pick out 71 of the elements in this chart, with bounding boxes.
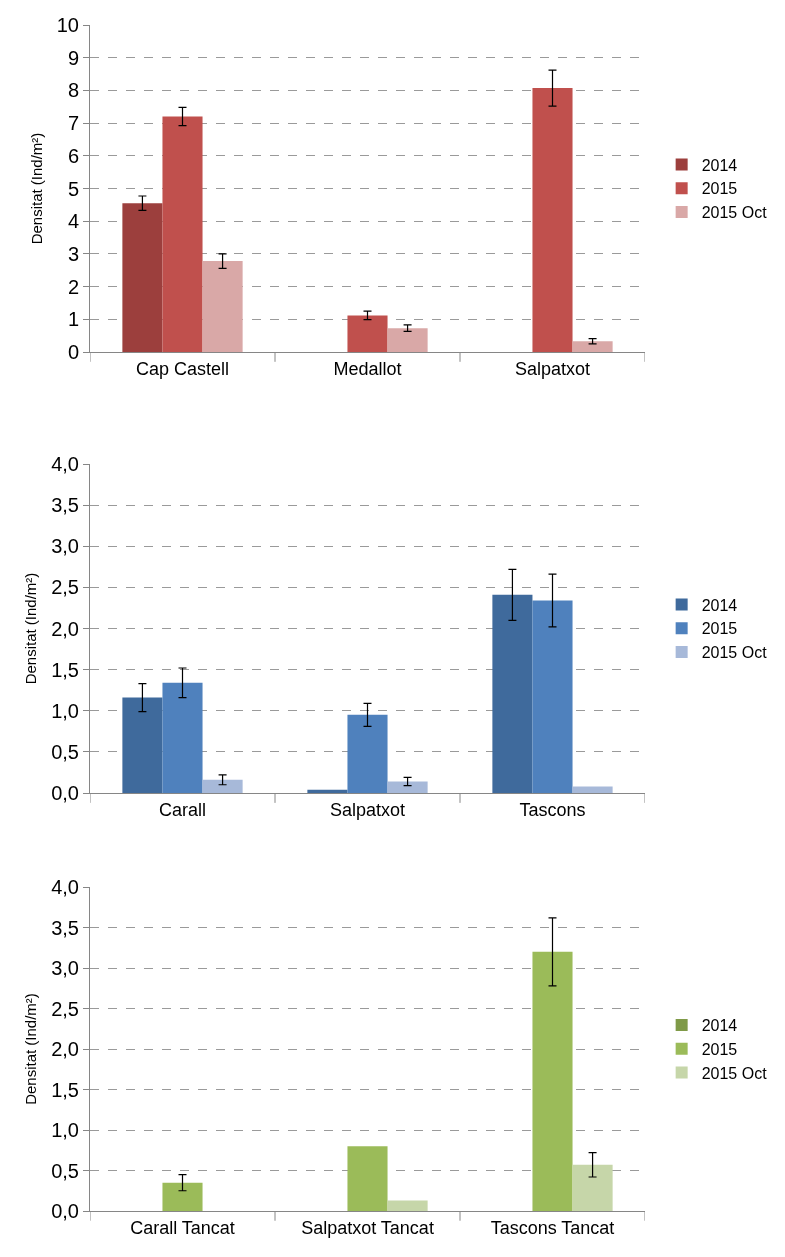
y-tick-label: 2,0 bbox=[51, 617, 79, 640]
legend-label: 2014 bbox=[701, 1017, 738, 1035]
y-tick-label: 3 bbox=[67, 242, 79, 265]
x-tick-label: Carall bbox=[158, 799, 207, 820]
legend-label: 2015 Oct bbox=[701, 204, 768, 222]
legend-label: 2014 bbox=[701, 156, 738, 174]
bar bbox=[387, 328, 428, 352]
bar bbox=[532, 951, 573, 1211]
bar bbox=[202, 261, 243, 352]
y-tick-label: 0,5 bbox=[51, 740, 79, 763]
x-tick-label: Tascons bbox=[519, 799, 586, 820]
y-tick-label: 1,0 bbox=[51, 699, 79, 722]
legend-label: 2015 bbox=[701, 1040, 738, 1058]
y-tick-label: 10 bbox=[56, 14, 79, 36]
bar bbox=[347, 714, 388, 793]
bar bbox=[202, 779, 243, 793]
y-tick-label: 6 bbox=[67, 144, 79, 167]
bar bbox=[347, 315, 388, 352]
y-tick-label: 0 bbox=[67, 341, 79, 363]
y-tick-label: 1,5 bbox=[51, 658, 79, 681]
y-tick-label: 0,0 bbox=[51, 782, 79, 804]
y-tick-label: 0,5 bbox=[51, 1159, 79, 1182]
y-tick-label: 2 bbox=[67, 275, 79, 298]
y-tick-label: 4 bbox=[67, 210, 79, 233]
y-tick-label: 2,5 bbox=[51, 997, 79, 1020]
y-tick-label: 3,0 bbox=[51, 957, 79, 979]
bar bbox=[532, 600, 573, 793]
y-tick-label: 3,5 bbox=[51, 916, 79, 939]
bar bbox=[162, 682, 203, 793]
x-tick-label: Salpatxot bbox=[514, 358, 591, 379]
y-tick-label: 1 bbox=[67, 308, 79, 331]
bar bbox=[347, 1146, 388, 1211]
legend-label: 2015 bbox=[701, 180, 738, 198]
bar bbox=[572, 1164, 613, 1211]
x-tick-label: Salpatxot Tancat bbox=[301, 1217, 434, 1238]
y-tick-label: 5 bbox=[67, 177, 79, 200]
x-tick-label: Salpatxot bbox=[329, 799, 406, 820]
legend-label: 2015 bbox=[701, 620, 738, 638]
y-tick-label: 2,0 bbox=[51, 1038, 79, 1060]
bar bbox=[492, 594, 533, 793]
legend-label: 2014 bbox=[701, 596, 738, 614]
y-tick-label: 0,0 bbox=[51, 1200, 79, 1222]
bar bbox=[572, 786, 613, 793]
y-axis-title: Densitat (Ind/m²) bbox=[28, 132, 45, 245]
bar bbox=[162, 116, 203, 352]
x-tick-label: Cap Castell bbox=[135, 358, 230, 379]
y-axis-title: Densitat (Ind/m²) bbox=[22, 993, 40, 1105]
y-tick-label: 7 bbox=[67, 112, 79, 135]
bar bbox=[532, 88, 573, 352]
y-tick-label: 8 bbox=[67, 79, 79, 102]
legend-label: 2015 Oct bbox=[701, 1064, 768, 1082]
y-tick-label: 1,5 bbox=[51, 1078, 79, 1101]
legend-label: 2015 Oct bbox=[701, 644, 768, 662]
bar bbox=[572, 341, 613, 352]
y-axis-title: Densitat (Ind/m²) bbox=[22, 572, 40, 685]
bar bbox=[122, 697, 163, 793]
x-tick-label: Medallot bbox=[333, 358, 402, 379]
y-tick-label: 3,0 bbox=[51, 535, 79, 558]
x-tick-label: Tascons Tancat bbox=[490, 1217, 615, 1238]
y-tick-label: 4,0 bbox=[51, 876, 79, 898]
bar bbox=[387, 1200, 428, 1211]
y-tick-label: 3,5 bbox=[51, 494, 79, 517]
y-tick-label: 4,0 bbox=[51, 453, 79, 475]
bar bbox=[307, 789, 348, 793]
y-tick-label: 2,5 bbox=[51, 576, 79, 599]
x-tick-label: Carall Tancat bbox=[130, 1217, 235, 1238]
bar bbox=[162, 1182, 203, 1211]
y-tick-label: 1,0 bbox=[51, 1119, 79, 1141]
bar bbox=[387, 781, 428, 793]
bar bbox=[122, 203, 163, 352]
y-tick-label: 9 bbox=[67, 46, 79, 69]
